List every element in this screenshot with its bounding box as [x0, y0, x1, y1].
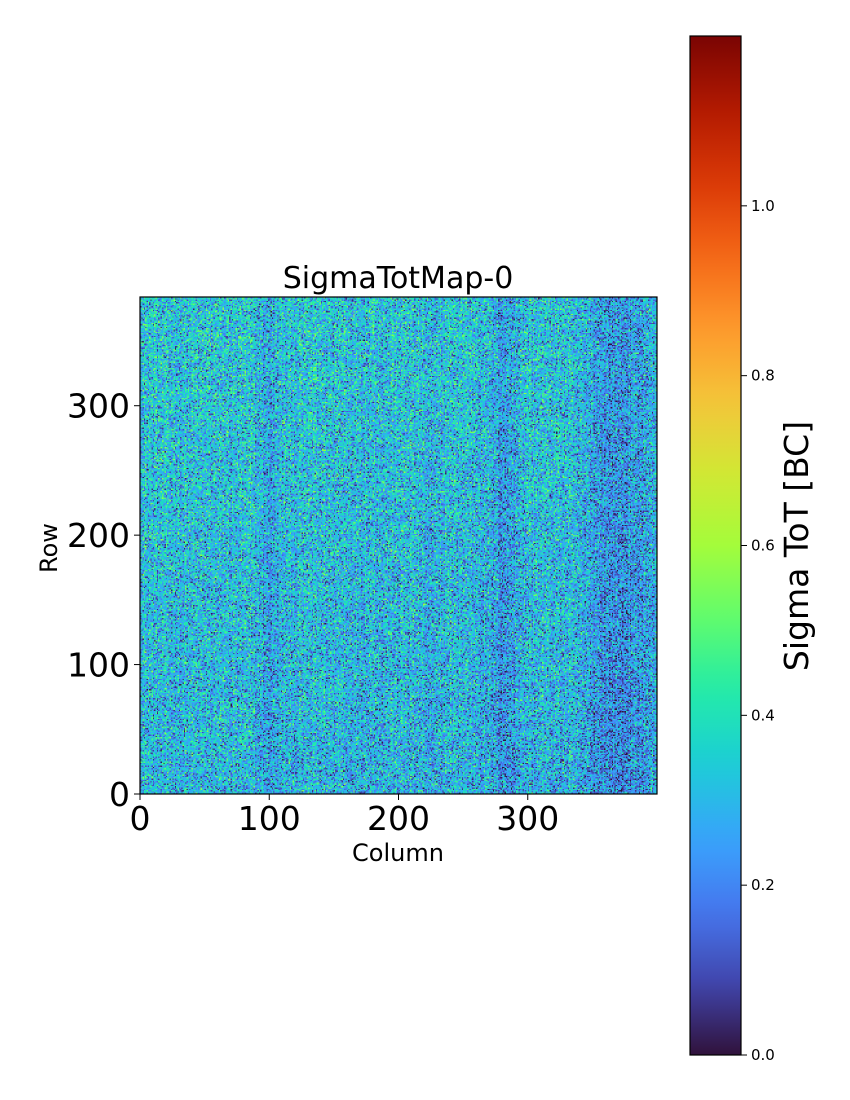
x-axis: 0 100 200 300: [130, 794, 559, 838]
x-tick-label: 0: [130, 799, 151, 838]
x-tick-label: 200: [367, 799, 430, 838]
colorbar-label: Sigma ToT [BC]: [777, 421, 816, 671]
x-tick-label: 100: [238, 799, 301, 838]
colorbar-ticks: 0.0 0.2 0.4 0.6 0.8 1.0: [741, 197, 775, 1064]
colorbar: 0.0 0.2 0.4 0.6 0.8 1.0 Sigma ToT [BC]: [689, 35, 816, 1064]
y-tick-label: 0: [109, 775, 130, 814]
colorbar-tick-label: 1.0: [751, 197, 775, 215]
colorbar-tick-label: 0.4: [751, 706, 775, 724]
colorbar-tick-label: 0.6: [751, 537, 775, 555]
y-tick-label: 300: [67, 387, 130, 426]
chart-title: SigmaTotMap-0: [283, 261, 514, 296]
x-tick-label: 300: [496, 799, 559, 838]
heatmap-plot-area: [139, 296, 658, 795]
colorbar-tick-label: 0.2: [751, 876, 775, 894]
x-axis-label: Column: [352, 839, 444, 867]
y-tick-label: 200: [67, 516, 130, 555]
y-axis: 0 100 200 300: [67, 387, 140, 814]
y-tick-label: 100: [67, 646, 130, 685]
colorbar-tick-label: 0.8: [751, 367, 775, 385]
y-axis-label: Row: [35, 523, 63, 573]
colorbar-gradient: [690, 36, 741, 1055]
colorbar-tick-label: 0.0: [751, 1046, 775, 1064]
heatmap-image: [140, 297, 657, 794]
